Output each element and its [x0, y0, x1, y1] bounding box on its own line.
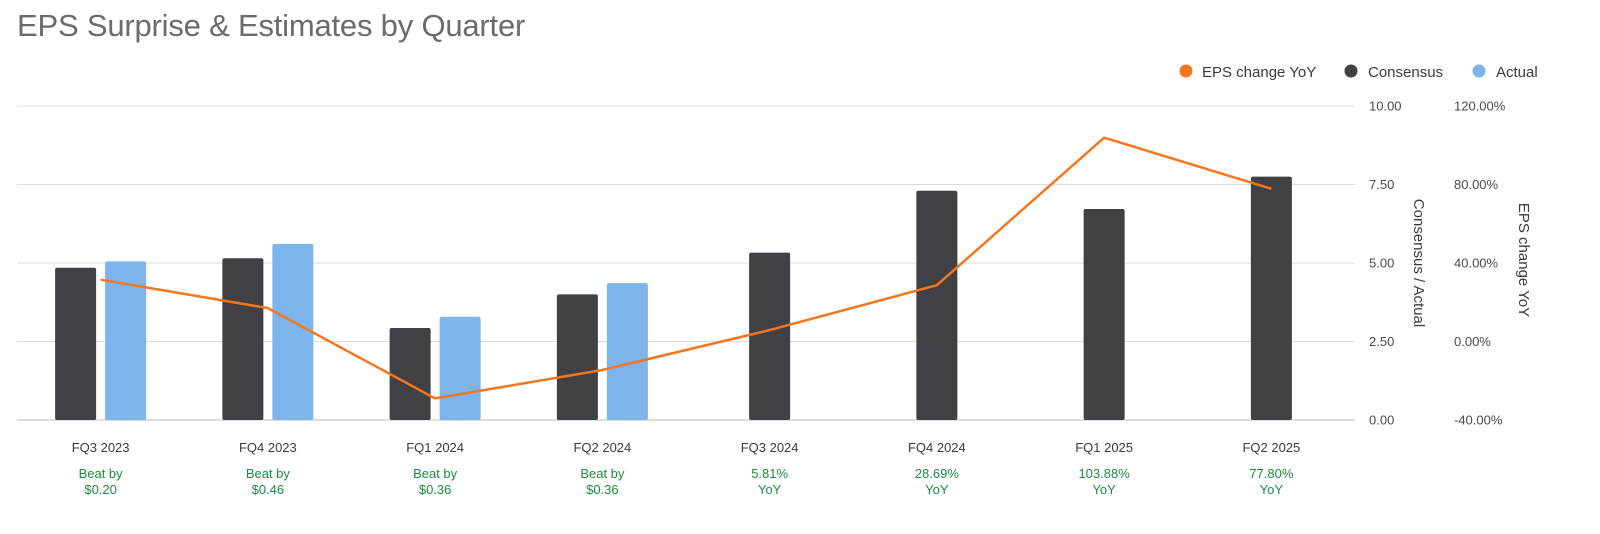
- surprise-annotation-line1: Beat by: [580, 466, 625, 481]
- surprise-annotation-line1: Beat by: [246, 466, 291, 481]
- left-axis-tick: 5.00: [1369, 256, 1394, 271]
- consensus-bar: [222, 258, 264, 420]
- consensus-bar: [916, 190, 958, 420]
- surprise-annotation-line1: 28.69%: [915, 466, 960, 481]
- category-label: FQ3 2024: [741, 440, 799, 455]
- consensus-bar: [556, 294, 598, 420]
- category-label: FQ2 2024: [573, 440, 631, 455]
- actual-bar: [272, 243, 314, 420]
- consensus-bar: [1250, 176, 1292, 420]
- axes: 0.00 2.50 5.00 7.50 10.00 -40.00% 0.00% 40.00% 8…: [1369, 99, 1532, 428]
- surprise-annotation-line2: $0.36: [419, 482, 452, 497]
- right-axis-tick: 0.00%: [1454, 334, 1491, 349]
- surprise-annotation-line2: YoY: [1260, 482, 1284, 497]
- category-label: FQ4 2024: [908, 440, 966, 455]
- surprise-annotation-line2: YoY: [1092, 482, 1116, 497]
- surprise-annotation-line2: $0.46: [252, 482, 285, 497]
- right-axis-tick: 80.00%: [1454, 177, 1499, 192]
- surprise-annotation-line1: 5.81%: [751, 466, 788, 481]
- consensus-bar: [55, 267, 97, 420]
- category-label: FQ4 2023: [239, 440, 297, 455]
- left-axis-tick: 0.00: [1369, 413, 1394, 428]
- category-label: FQ1 2024: [406, 440, 464, 455]
- surprise-annotation-line1: 77.80%: [1249, 466, 1294, 481]
- right-axis-tick: -40.00%: [1454, 413, 1503, 428]
- left-axis-tick: 7.50: [1369, 177, 1394, 192]
- chart-title: EPS Surprise & Estimates by Quarter: [17, 8, 526, 43]
- category-label: FQ1 2025: [1075, 440, 1133, 455]
- left-axis-tick: 10.00: [1369, 99, 1402, 114]
- actual-bar: [105, 261, 147, 420]
- left-axis-title: Consensus / Actual: [1410, 199, 1427, 327]
- right-axis-title: EPS change YoY: [1515, 203, 1532, 317]
- bars: [55, 176, 1292, 420]
- actual-bar: [606, 283, 648, 420]
- legend-marker: [1344, 64, 1358, 78]
- legend: EPS change YoY Consensus Actual: [1179, 64, 1538, 81]
- yoy-line: [100, 136, 1272, 400]
- surprise-annotation-line1: Beat by: [413, 466, 458, 481]
- consensus-bar: [749, 252, 791, 420]
- legend-marker: [1472, 64, 1486, 78]
- left-axis-tick: 2.50: [1369, 334, 1394, 349]
- legend-marker: [1179, 64, 1193, 78]
- consensus-bar: [389, 327, 431, 420]
- surprise-annotation-line1: 103.88%: [1078, 466, 1130, 481]
- category-label: FQ3 2023: [72, 440, 130, 455]
- surprise-annotation-line2: YoY: [758, 482, 782, 497]
- right-axis-tick: 120.00%: [1454, 99, 1506, 114]
- yoy-line-group: [100, 136, 1272, 400]
- right-axis-tick: 40.00%: [1454, 256, 1499, 271]
- category-label: FQ2 2025: [1242, 440, 1300, 455]
- surprise-annotation-line2: YoY: [925, 482, 949, 497]
- surprise-annotation-line2: $0.36: [586, 482, 619, 497]
- consensus-bar: [1083, 208, 1125, 420]
- surprise-annotation-line1: Beat by: [79, 466, 124, 481]
- legend-label: Actual: [1496, 64, 1538, 81]
- legend-label: EPS change YoY: [1202, 64, 1316, 81]
- actual-bar: [439, 316, 481, 420]
- surprise-annotation-line2: $0.20: [84, 482, 117, 497]
- legend-label: Consensus: [1368, 64, 1443, 81]
